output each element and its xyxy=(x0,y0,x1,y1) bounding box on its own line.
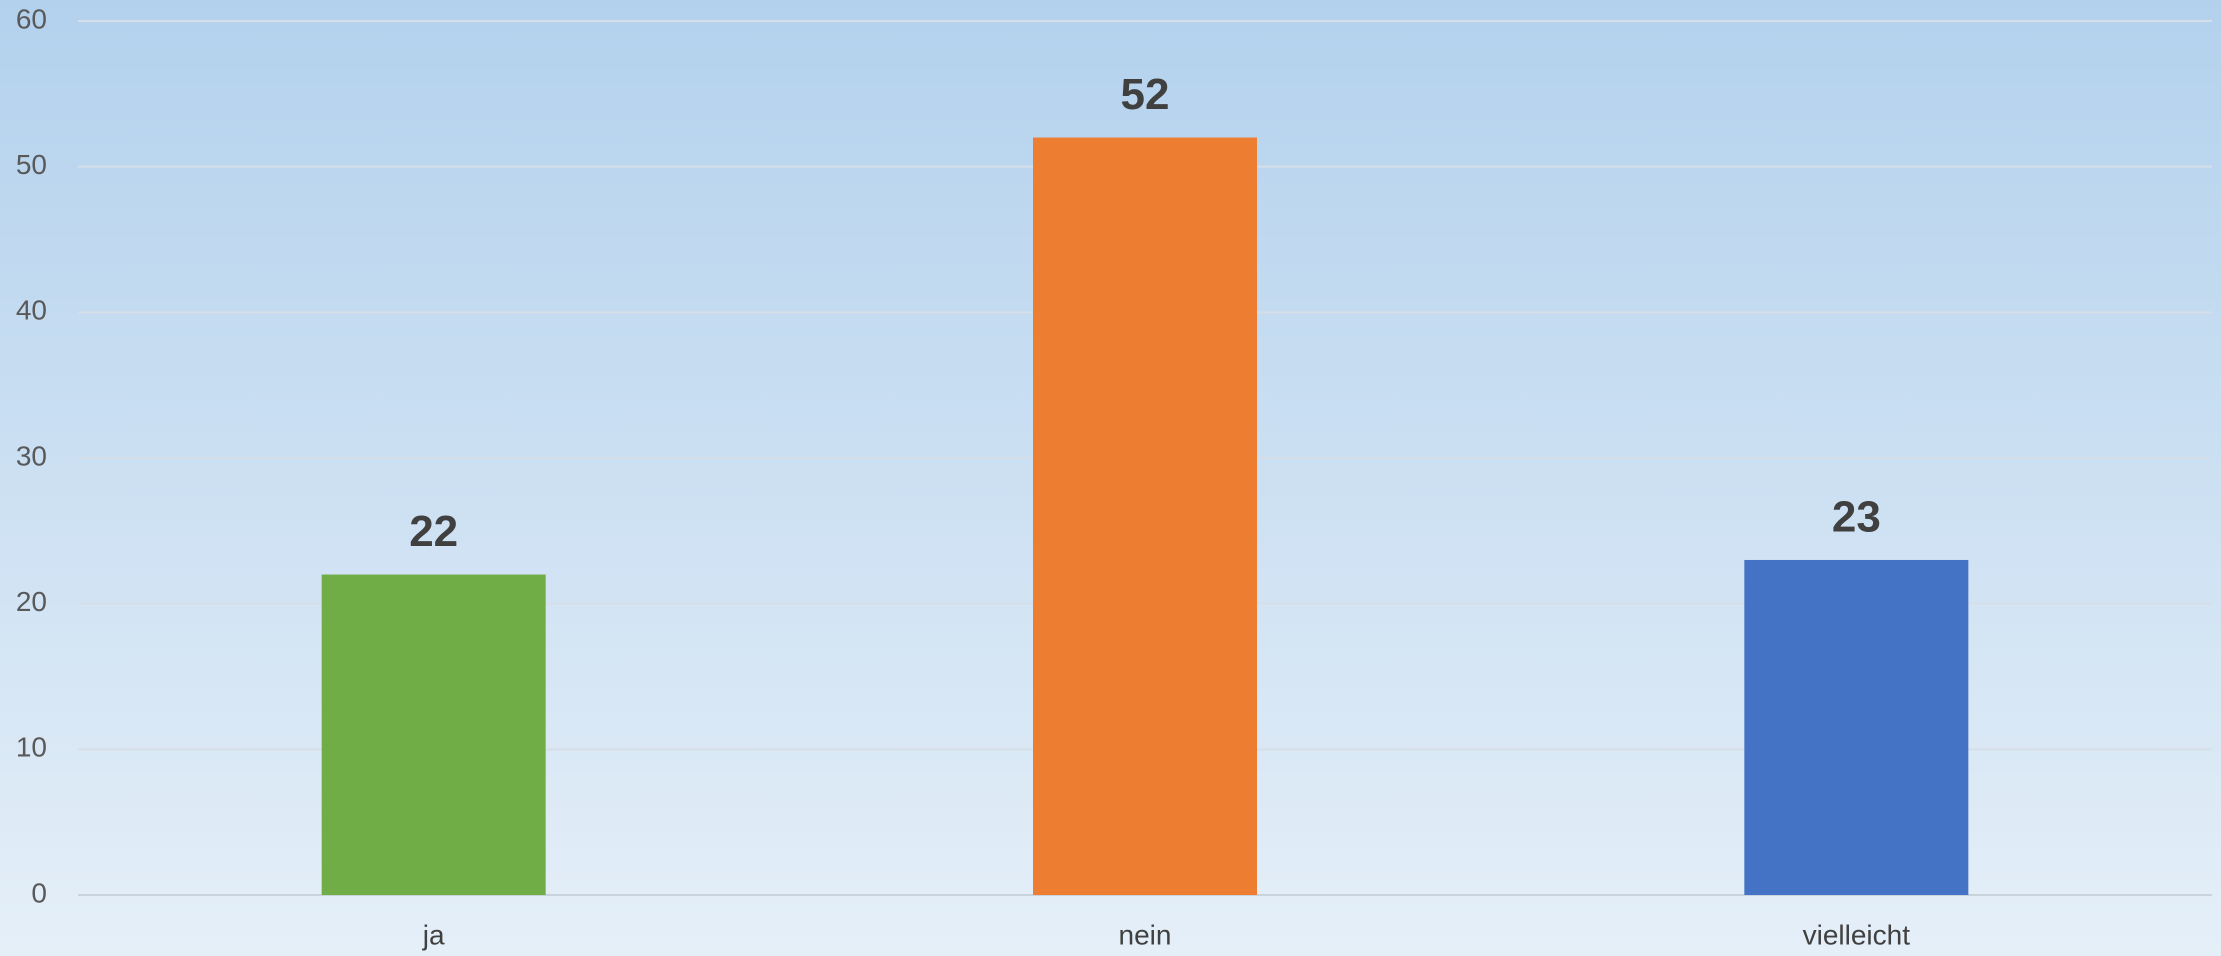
y-tick-label: 20 xyxy=(16,586,47,617)
y-tick-label: 10 xyxy=(16,732,47,763)
x-tick-label: nein xyxy=(1119,919,1172,950)
y-tick-label: 50 xyxy=(16,149,47,180)
y-tick-label: 40 xyxy=(16,295,47,326)
bar xyxy=(321,574,546,895)
data-label: 22 xyxy=(409,507,458,556)
y-tick-label: 60 xyxy=(16,3,47,34)
data-label: 52 xyxy=(1121,70,1170,119)
y-tick-label: 0 xyxy=(31,877,47,908)
x-tick-label: vielleicht xyxy=(1803,919,1911,950)
bar xyxy=(1033,137,1257,896)
x-tick-label: ja xyxy=(422,919,445,950)
bar xyxy=(1744,559,1969,895)
data-label: 23 xyxy=(1832,493,1881,542)
y-tick-label: 30 xyxy=(16,440,47,471)
